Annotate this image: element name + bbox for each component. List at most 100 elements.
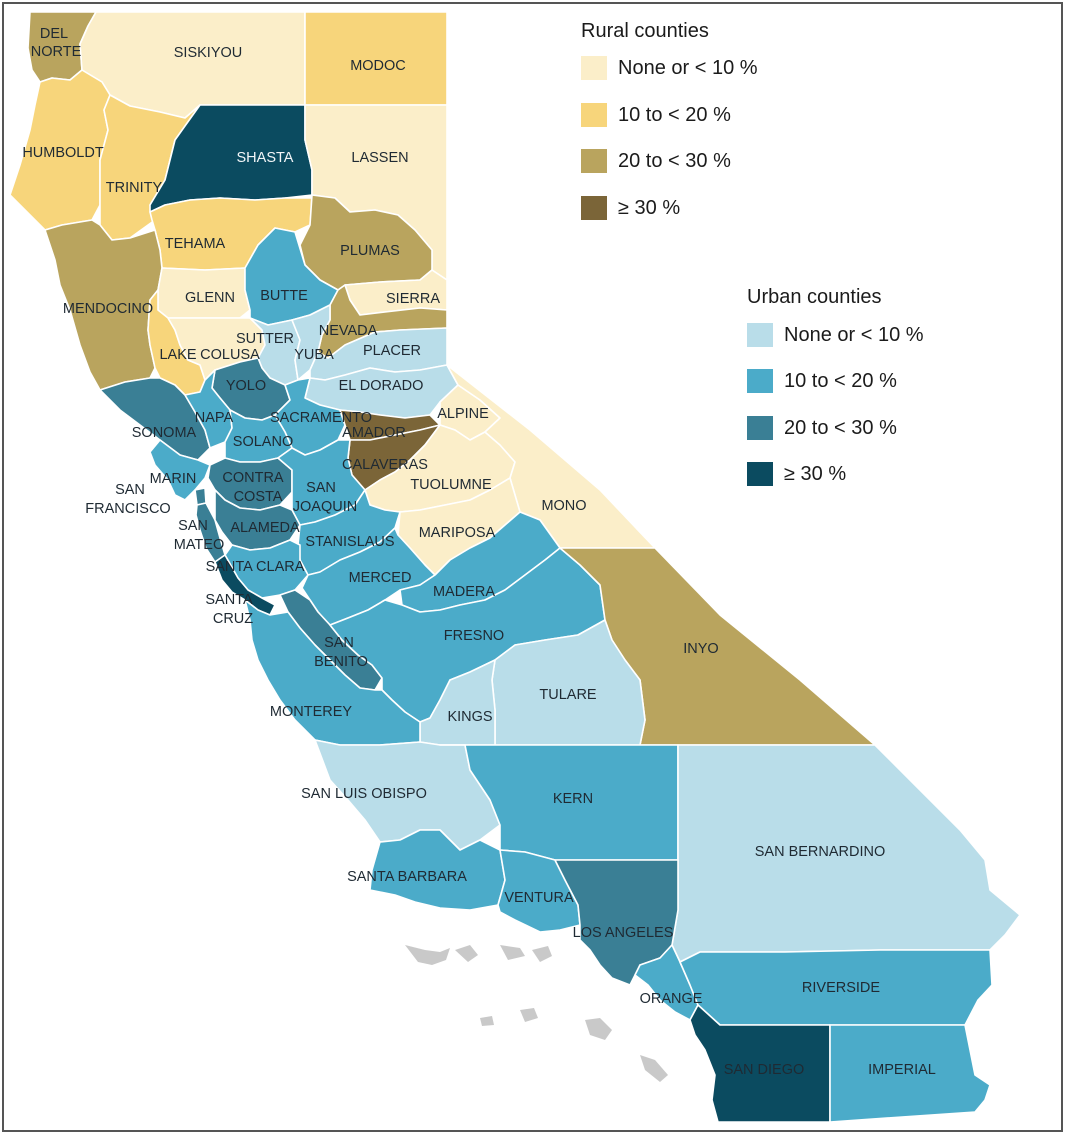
label-sierra: SIERRA — [386, 291, 440, 307]
island-shape — [532, 946, 552, 962]
label-sonoma: SONOMA — [132, 425, 197, 441]
label-imperial: IMPERIAL — [868, 1062, 936, 1078]
county-monterey — [244, 599, 421, 746]
label-modoc: MODOC — [350, 58, 406, 74]
label-butte: BUTTE — [260, 288, 308, 304]
label-nevada: NEVADA — [319, 323, 378, 339]
label-amador: AMADOR — [342, 425, 406, 441]
label-tuolumne: TUOLUMNE — [410, 477, 492, 493]
label-plumas: PLUMAS — [340, 243, 400, 259]
legend-urban-label-2: 20 to < 30 % — [784, 417, 897, 439]
island-shape — [500, 945, 525, 960]
county-san-diego — [689, 1004, 831, 1123]
county-marin — [149, 439, 211, 501]
label-marin: MARIN — [150, 471, 197, 487]
label-trinity: TRINITY — [106, 180, 163, 196]
label-san-bernardino: SAN BERNARDINO — [755, 844, 886, 860]
label-contra-costa-line1: CONTRA — [222, 470, 284, 486]
label-san-diego: SAN DIEGO — [724, 1062, 805, 1078]
label-madera: MADERA — [433, 584, 495, 600]
legend-rural-label-1: 10 to < 20 % — [618, 104, 731, 126]
county-los-angeles — [554, 859, 679, 986]
island-shape — [405, 945, 450, 965]
label-san-mateo-line2: MATEO — [174, 537, 224, 553]
label-san-francisco-line1: SAN — [115, 482, 145, 498]
label-san-benito-line2: BENITO — [314, 654, 368, 670]
label-napa: NAPA — [195, 410, 234, 426]
legend-rural-swatch-0 — [581, 56, 607, 80]
label-inyo: INYO — [683, 641, 718, 657]
label-merced: MERCED — [349, 570, 412, 586]
island-shape — [480, 1016, 494, 1026]
label-sacramento: SACRAMENTO — [270, 410, 372, 426]
label-riverside: RIVERSIDE — [802, 980, 880, 996]
label-san-luis-obispo: SAN LUIS OBISPO — [301, 786, 427, 802]
label-santa-cruz-line1: SANTA — [205, 592, 253, 608]
county-alameda — [214, 489, 301, 551]
label-el-dorado: EL DORADO — [339, 378, 424, 394]
label-glenn: GLENN — [185, 290, 235, 306]
label-san-benito-line1: SAN — [324, 635, 354, 651]
label-kern: KERN — [553, 791, 593, 807]
label-los-angeles: LOS ANGELES — [573, 925, 674, 941]
legend-rural-swatch-2 — [581, 149, 607, 173]
label-santa-cruz-line2: CRUZ — [213, 611, 253, 627]
legend-rural: Rural counties None or < 10 % 10 to < 20… — [581, 20, 758, 220]
label-mendocino: MENDOCINO — [63, 301, 153, 317]
legend-rural-label-2: 20 to < 30 % — [618, 150, 731, 172]
label-del-norte-line2: NORTE — [31, 44, 82, 60]
label-mono: MONO — [541, 498, 586, 514]
label-mariposa: MARIPOSA — [419, 525, 496, 541]
legend-rural-title: Rural counties — [581, 20, 709, 42]
label-stanislaus: STANISLAUS — [305, 534, 394, 550]
county-san-francisco — [194, 487, 207, 506]
label-orange: ORANGE — [640, 991, 703, 1007]
label-placer: PLACER — [363, 343, 421, 359]
island-shape — [640, 1055, 668, 1082]
label-solano: SOLANO — [233, 434, 293, 450]
label-del-norte-line1: DEL — [40, 26, 68, 42]
legend-urban-title: Urban counties — [747, 286, 882, 308]
legend-urban-swatch-0 — [747, 323, 773, 347]
county-imperial — [829, 1024, 991, 1123]
legend-rural-swatch-1 — [581, 103, 607, 127]
label-tulare: TULARE — [539, 687, 597, 703]
island-shape — [455, 945, 478, 962]
legend-urban-swatch-1 — [747, 369, 773, 393]
label-calaveras: CALAVERAS — [342, 457, 428, 473]
label-san-joaquin-line2: JOAQUIN — [293, 499, 357, 515]
label-yuba: YUBA — [294, 347, 334, 363]
legend-rural-label-3: ≥ 30 % — [618, 197, 680, 219]
label-monterey: MONTEREY — [270, 704, 353, 720]
label-yolo: YOLO — [226, 378, 266, 394]
legend-urban-swatch-3 — [747, 462, 773, 486]
legend-rural-label-0: None or < 10 % — [618, 57, 758, 79]
legend-urban-swatch-2 — [747, 416, 773, 440]
label-shasta: SHASTA — [237, 150, 294, 166]
label-alameda: ALAMEDA — [230, 520, 300, 536]
legend-urban-label-1: 10 to < 20 % — [784, 370, 897, 392]
legend-urban-label-3: ≥ 30 % — [784, 463, 846, 485]
label-san-joaquin-line1: SAN — [306, 480, 336, 496]
label-san-francisco-line2: FRANCISCO — [85, 501, 170, 517]
label-lassen: LASSEN — [351, 150, 408, 166]
label-lake: LAKE — [159, 347, 196, 363]
label-contra-costa-line2: COSTA — [234, 489, 283, 505]
label-ventura: VENTURA — [504, 890, 574, 906]
label-santa-clara: SANTA CLARA — [206, 559, 305, 575]
label-san-mateo-line1: SAN — [178, 518, 208, 534]
label-colusa: COLUSA — [200, 347, 260, 363]
label-kings: KINGS — [447, 709, 492, 725]
label-tehama: TEHAMA — [165, 236, 226, 252]
legend-urban: Urban counties None or < 10 % 10 to < 20… — [747, 286, 924, 486]
label-sutter: SUTTER — [236, 331, 294, 347]
label-siskiyou: SISKIYOU — [174, 45, 243, 61]
label-alpine: ALPINE — [437, 406, 489, 422]
island-shape — [585, 1018, 612, 1040]
legend-urban-label-0: None or < 10 % — [784, 324, 924, 346]
label-humboldt: HUMBOLDT — [22, 145, 104, 161]
label-santa-barbara: SANTA BARBARA — [347, 869, 467, 885]
legend-rural-swatch-3 — [581, 196, 607, 220]
island-shape — [520, 1008, 538, 1022]
